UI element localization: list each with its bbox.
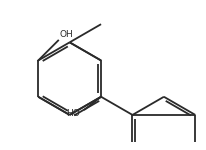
Text: OH: OH <box>59 30 73 39</box>
Text: HO: HO <box>66 109 80 118</box>
